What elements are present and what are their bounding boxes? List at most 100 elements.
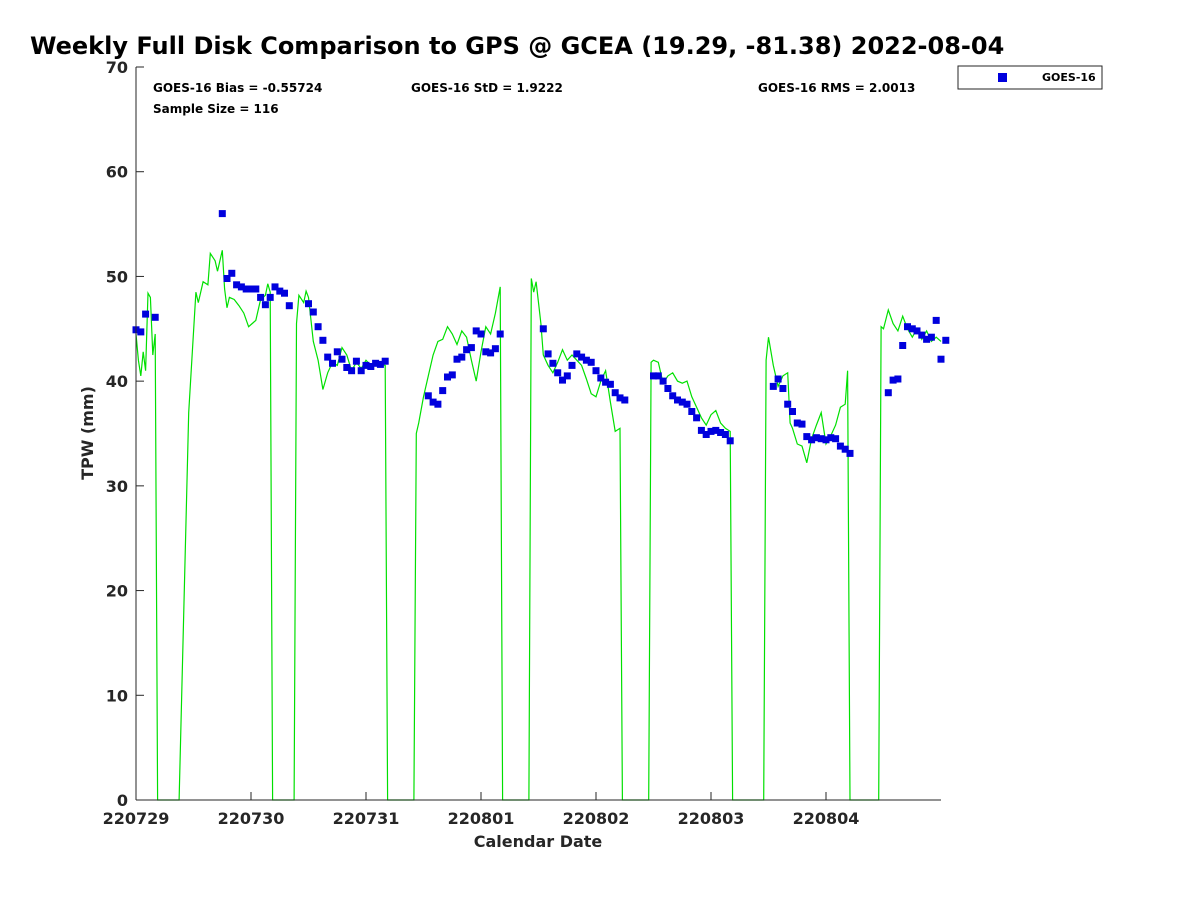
goes16-point <box>712 426 720 434</box>
legend-box <box>957 65 1103 90</box>
goes16-point <box>376 360 384 368</box>
goes16-point <box>137 328 145 336</box>
goes16-point <box>659 377 667 385</box>
goes16-point <box>697 426 705 434</box>
stats-annotations: GOES-16 Bias = -0.55724 GOES-16 StD = 1.… <box>153 81 915 116</box>
goes16-point <box>439 387 447 395</box>
goes16-point <box>472 327 480 335</box>
goes16-point <box>836 442 844 450</box>
stat-bias: GOES-16 Bias = -0.55724 <box>153 81 322 95</box>
y-tick-label: 20 <box>106 582 128 601</box>
goes16-point <box>559 376 566 384</box>
goes16-point <box>932 316 940 324</box>
goes16-point <box>707 427 715 435</box>
goes16-point <box>582 356 590 364</box>
goes16-point <box>721 431 729 438</box>
gps-tpw-line <box>135 250 942 801</box>
goes16-point <box>592 367 600 375</box>
goes16-point <box>606 380 614 388</box>
goes16-point <box>247 285 255 293</box>
goes16-point <box>568 361 576 369</box>
goes16-point <box>242 285 250 293</box>
goes16-point <box>793 419 801 427</box>
goes16-point <box>808 436 816 444</box>
goes16-point <box>774 375 782 383</box>
x-tick-label: 220802 <box>563 809 630 828</box>
goes16-point <box>329 359 336 367</box>
goes16-point <box>372 359 380 367</box>
goes16-point <box>453 355 461 363</box>
goes16-point <box>496 330 504 338</box>
goes16-point <box>578 353 586 361</box>
goes16-point <box>812 434 820 442</box>
goes16-point <box>319 336 327 344</box>
goes16-point <box>352 357 360 365</box>
goes16-point <box>305 300 312 308</box>
goes16-point <box>309 308 317 316</box>
goes16-point <box>482 348 490 356</box>
goes16-point <box>444 373 451 381</box>
goes16-point <box>424 392 432 400</box>
goes16-point <box>448 371 456 379</box>
goes16-point <box>664 385 672 392</box>
goes16-point <box>678 398 686 406</box>
goes16-point <box>822 436 830 444</box>
stat-std: GOES-16 StD = 1.9222 <box>411 81 563 95</box>
goes16-point <box>487 349 495 357</box>
y-axis-ticks: 0 10 20 30 40 50 60 70 <box>106 58 144 810</box>
goes16-point <box>726 437 734 445</box>
goes16-point <box>908 325 916 333</box>
x-tick-label: 220729 <box>103 809 170 828</box>
goes16-point <box>281 289 288 297</box>
goes16-point <box>918 331 926 339</box>
goes16-point <box>832 435 840 443</box>
goes16-point <box>894 375 902 383</box>
goes16-point <box>817 435 825 443</box>
goes16-point <box>597 374 605 382</box>
goes16-point <box>616 394 624 402</box>
goes-marker-layer <box>132 210 950 457</box>
y-tick-label: 50 <box>106 267 128 286</box>
goes16-point <box>789 408 796 415</box>
y-tick-label: 30 <box>106 477 128 496</box>
goes16-point <box>544 350 552 358</box>
goes16-point <box>142 310 150 318</box>
goes16-point <box>654 372 662 380</box>
goes16-point <box>362 361 370 369</box>
x-axis-label: Calendar Date <box>474 832 603 851</box>
goes16-point <box>549 359 557 367</box>
goes16-point <box>467 344 475 352</box>
goes16-point <box>554 369 562 377</box>
legend-label-goes16: GOES-16 <box>1042 71 1096 84</box>
stat-rms: GOES-16 RMS = 2.0013 <box>758 81 915 95</box>
goes16-point <box>784 400 792 408</box>
goes16-point <box>717 429 725 436</box>
goes16-point <box>669 392 677 400</box>
goes16-point <box>539 325 547 333</box>
goes16-point <box>233 281 241 289</box>
goes16-point <box>314 323 322 331</box>
stat-sample-size: Sample Size = 116 <box>153 102 279 116</box>
plot-background <box>136 67 941 800</box>
goes16-point <box>573 350 581 358</box>
y-tick-label: 40 <box>106 372 128 391</box>
goes16-point <box>357 367 365 375</box>
goes16-point <box>276 287 284 295</box>
goes16-point <box>463 346 471 354</box>
plot-area <box>132 67 950 801</box>
goes16-point <box>333 348 341 356</box>
goes16-point <box>266 293 274 301</box>
x-tick-label: 220801 <box>448 809 515 828</box>
goes16-point <box>769 382 777 390</box>
goes16-point <box>223 275 231 282</box>
x-tick-label: 220730 <box>218 809 285 828</box>
legend-marker-goes16 <box>998 73 1007 82</box>
goes16-point <box>348 367 356 375</box>
goes16-point <box>491 345 499 353</box>
x-tick-label: 220803 <box>678 809 745 828</box>
goes16-point <box>942 336 950 344</box>
goes16-point <box>587 358 595 366</box>
goes16-point <box>338 355 346 363</box>
goes16-point <box>563 372 571 380</box>
